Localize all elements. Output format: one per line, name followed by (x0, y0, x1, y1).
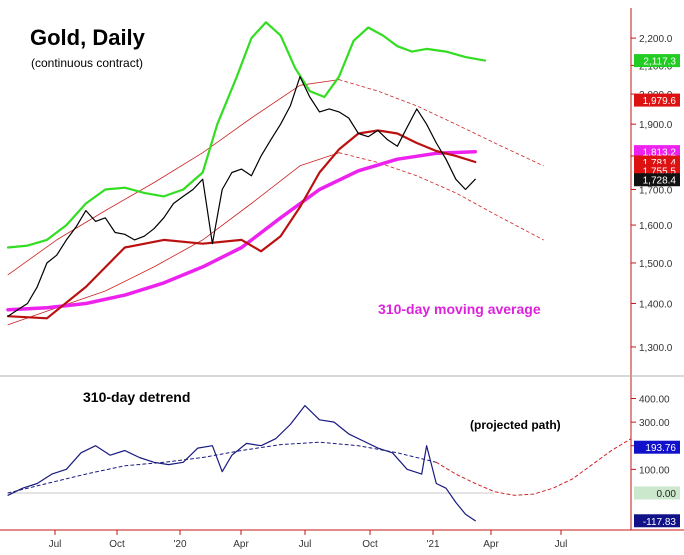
detrend-price-tag-label: 0.00 (657, 489, 677, 500)
detrend-price-tag-label: 193.76 (645, 443, 676, 454)
x-tick-label: '21 (426, 539, 439, 550)
price-ytick-label: 2,200.0 (639, 34, 673, 45)
x-tick-label: Oct (109, 539, 125, 550)
gold-series-price (7, 76, 476, 317)
gold-price-pane: 1,300.01,400.01,500.01,600.01,700.01,800… (6, 21, 680, 354)
price-ytick-label: 1,700.0 (639, 185, 673, 196)
price-ytick-label: 1,900.0 (639, 120, 673, 131)
price-ytick-label: 1,600.0 (639, 221, 673, 232)
price-price-tag (634, 173, 680, 187)
detrend-pane: 100.00200.00300.00400.00193.760.00-117.8… (7, 395, 680, 528)
price-price-tag-label: 1,781.4 (643, 158, 677, 169)
projected-path-annotation: (projected path) (470, 418, 561, 432)
detrend-ytick-label: 300.00 (639, 418, 670, 429)
price-ytick-label: 1,300.0 (639, 343, 673, 354)
detrend-price-tag (634, 486, 680, 500)
price-ytick-label: 1,400.0 (639, 299, 673, 310)
price-price-tag (634, 93, 680, 107)
price-price-tag (634, 54, 680, 68)
gold-series-green-cycle-projection (6, 21, 487, 249)
detrend-price-tag-label: -117.83 (643, 517, 677, 528)
detrend-series-projected-path (435, 438, 632, 496)
price-price-tag (634, 145, 680, 159)
price-price-tag-label: 2,117.3 (643, 57, 676, 68)
detrend-series-detrend-trend (7, 441, 437, 494)
price-price-tag-label: 1,979.6 (643, 96, 677, 107)
detrend-price-tag (634, 440, 680, 454)
gold-series-red-cycle-projection (6, 129, 477, 320)
price-price-tag-label: 1,728.4 (643, 176, 677, 187)
time-axis: Jul Oct '20 Apr Jul Oct '21 Apr Jul (49, 530, 568, 550)
detrend-series-detrend (7, 405, 476, 522)
chart-title: Gold, Daily (30, 25, 146, 50)
x-tick-label: '20 (173, 539, 186, 550)
x-tick-label: Oct (362, 539, 378, 550)
x-tick-label: Jul (49, 539, 62, 550)
x-tick-label: Jul (299, 539, 312, 550)
chart-subtitle: (continuous contract) (31, 56, 143, 70)
price-price-tag-label: 1,813.2 (643, 148, 677, 159)
x-tick-label: Apr (233, 539, 249, 550)
detrend-title: 310-day detrend (83, 389, 190, 405)
price-price-tag-label: 1,755.5 (643, 167, 677, 178)
gold-series-upper-channel (7, 79, 340, 276)
x-tick-label: Jul (555, 539, 568, 550)
gold-series-lower-channel-projection (338, 152, 544, 241)
gold-series-310-day-moving-average (6, 149, 478, 312)
moving-average-annotation: 310-day moving average (378, 301, 541, 317)
detrend-ytick-label: 100.00 (639, 465, 670, 476)
detrend-price-tag (634, 514, 680, 528)
gold-series-upper-channel-projection (338, 79, 544, 167)
detrend-ytick-label: 400.00 (639, 395, 670, 406)
x-tick-label: Apr (483, 539, 499, 550)
price-ytick-label: 1,500.0 (639, 259, 673, 270)
